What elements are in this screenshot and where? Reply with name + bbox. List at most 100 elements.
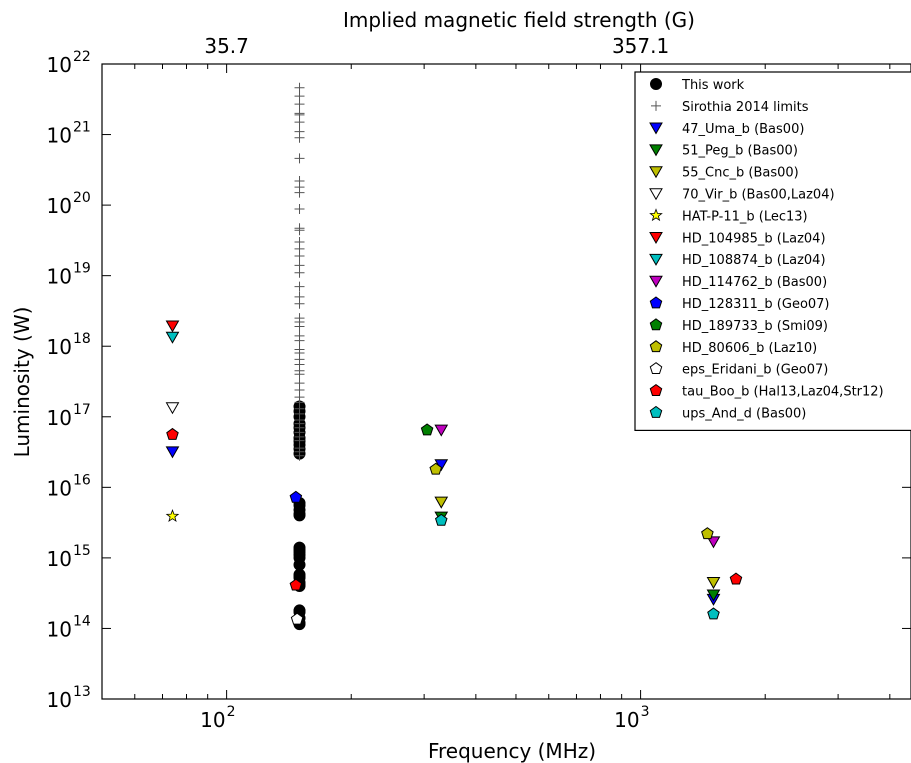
y-tick-exponent: 19 bbox=[73, 261, 91, 277]
series-10 bbox=[289, 490, 303, 503]
legend-marker bbox=[649, 296, 663, 309]
legend-entry: tau_Boo_b (Hal13,Laz04,Str12) bbox=[649, 383, 884, 400]
series-7 bbox=[165, 320, 180, 333]
legend-entry: HD_104985_b (Laz04) bbox=[649, 231, 826, 246]
top-tick-label: 357.1 bbox=[612, 34, 669, 58]
data-point bbox=[289, 578, 303, 591]
data-point bbox=[165, 320, 180, 333]
series-15 bbox=[434, 513, 720, 620]
y-tick-base: 10 bbox=[47, 406, 72, 430]
legend-marker bbox=[649, 208, 663, 222]
legend-entry: ups_And_d (Bas00) bbox=[649, 405, 806, 422]
series-6 bbox=[165, 509, 180, 522]
x-tick-label: 10 2 bbox=[200, 704, 235, 732]
legend-marker bbox=[649, 232, 663, 245]
data-point bbox=[434, 513, 448, 526]
legend-label: 51_Peg_b (Bas00) bbox=[682, 144, 798, 159]
y-tick-base: 10 bbox=[47, 688, 72, 712]
legend-label: 55_Cnc_b (Bas00) bbox=[682, 166, 799, 181]
y-tick-base: 10 bbox=[47, 265, 72, 289]
legend-entry: HD_128311_b (Geo07) bbox=[649, 296, 830, 312]
y-tick-exponent: 15 bbox=[73, 543, 91, 559]
legend-label: HD_104985_b (Laz04) bbox=[682, 231, 826, 246]
data-markers bbox=[165, 82, 743, 631]
data-point bbox=[294, 132, 305, 143]
y-tick-exponent: 14 bbox=[73, 613, 91, 629]
legend-entry: HD_114762_b (Bas00) bbox=[649, 275, 827, 290]
y-tick-exponent: 21 bbox=[73, 120, 91, 136]
data-point bbox=[729, 572, 743, 585]
data-point bbox=[294, 369, 305, 380]
legend-label: HD_108874_b (Laz04) bbox=[682, 253, 826, 268]
legend-label: 47_Uma_b (Bas00) bbox=[682, 122, 804, 137]
legend-entry: HAT-P-11_b (Lec13) bbox=[649, 208, 808, 224]
data-point bbox=[294, 450, 305, 461]
data-point bbox=[434, 424, 449, 437]
series-3 bbox=[434, 511, 721, 602]
y-tick-label: 10 17 bbox=[47, 402, 91, 430]
y-tick-label: 10 15 bbox=[47, 543, 91, 571]
y-tick-exponent: 18 bbox=[73, 331, 91, 347]
data-point bbox=[294, 204, 305, 215]
x-tick-exponent: 3 bbox=[641, 704, 650, 720]
y-tick-base: 10 bbox=[47, 617, 72, 641]
legend-marker bbox=[649, 383, 663, 396]
legend-marker bbox=[649, 362, 663, 375]
y-tick-label: 10 20 bbox=[47, 190, 91, 218]
data-point bbox=[294, 187, 305, 198]
top-tick-label: 35.7 bbox=[204, 34, 249, 58]
legend-marker bbox=[649, 122, 663, 135]
legend-marker bbox=[649, 144, 663, 157]
data-point bbox=[294, 250, 305, 261]
data-point bbox=[294, 298, 305, 309]
y-tick-label: 10 19 bbox=[47, 261, 91, 289]
data-point bbox=[707, 607, 720, 620]
series-13 bbox=[290, 612, 304, 625]
y-tick-base: 10 bbox=[47, 194, 72, 218]
y-tick-base: 10 bbox=[47, 476, 72, 500]
legend-entry: eps_Eridani_b (Geo07) bbox=[649, 362, 828, 378]
y-tick-label: 10 18 bbox=[47, 331, 91, 359]
data-point bbox=[420, 423, 434, 436]
series-0 bbox=[293, 400, 306, 631]
legend-entry: 70_Vir_b (Bas00,Laz04) bbox=[649, 188, 835, 203]
x-axis-label: Frequency (MHz) bbox=[428, 739, 596, 763]
plot-frame bbox=[101, 63, 911, 700]
x-tick-base: 10 bbox=[200, 708, 225, 732]
legend-label: HD_189733_b (Smi09) bbox=[682, 319, 828, 334]
x-tick-base: 10 bbox=[614, 708, 639, 732]
y-tick-label: 10 14 bbox=[47, 613, 91, 641]
legend-label: tau_Boo_b (Hal13,Laz04,Str12) bbox=[682, 385, 884, 400]
legend-entry: HD_189733_b (Smi09) bbox=[649, 318, 828, 334]
x-tick-exponent: 2 bbox=[227, 704, 236, 720]
legend-marker bbox=[649, 318, 663, 331]
data-point bbox=[294, 281, 305, 292]
series-4 bbox=[434, 496, 721, 590]
data-point bbox=[294, 321, 305, 332]
x-tick-label: 10 3 bbox=[614, 704, 649, 732]
legend-marker bbox=[649, 405, 663, 418]
series-11 bbox=[420, 423, 434, 436]
legend-marker bbox=[649, 188, 663, 201]
y-axis-label: Luminosity (W) bbox=[10, 307, 34, 458]
legend-box bbox=[634, 71, 911, 431]
data-point bbox=[706, 536, 721, 549]
series-14 bbox=[166, 427, 743, 591]
data-point bbox=[294, 267, 305, 278]
x-axis-tick-labels: 10 2 10 3 bbox=[200, 704, 649, 732]
y-tick-exponent: 17 bbox=[73, 402, 91, 418]
data-point bbox=[293, 509, 306, 522]
legend-entry: 55_Cnc_b (Bas00) bbox=[649, 166, 799, 181]
legend-marker bbox=[651, 100, 661, 111]
data-point bbox=[294, 335, 305, 346]
data-point bbox=[434, 496, 449, 509]
series-2 bbox=[165, 446, 721, 606]
legend-label: HAT-P-11_b (Lec13) bbox=[682, 209, 808, 224]
legend-label: HD_80606_b (Laz10) bbox=[682, 341, 817, 356]
data-point bbox=[294, 99, 305, 110]
y-tick-exponent: 22 bbox=[73, 49, 91, 65]
data-point bbox=[706, 589, 721, 602]
series-1 bbox=[294, 82, 305, 461]
